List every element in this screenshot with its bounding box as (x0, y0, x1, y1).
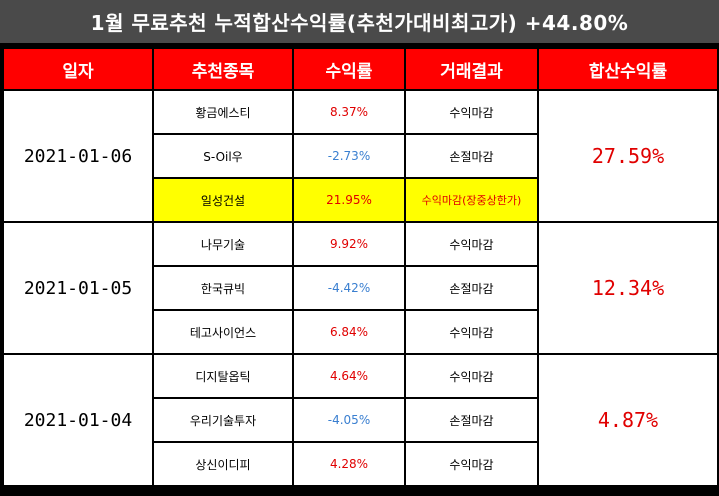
rate-cell: 6.84% (292, 309, 406, 355)
rate-cell: 4.64% (292, 353, 406, 399)
rate-cell: -4.05% (292, 397, 406, 443)
result-cell: 손절마감 (404, 265, 539, 311)
date-cell: 2021-01-05 (2, 221, 154, 355)
recommendation-table: 일자 추천종목 수익률 거래결과 합산수익률 2021-01-06 황금에스티 8.… (2, 47, 719, 487)
date-cell: 2021-01-06 (2, 89, 154, 223)
total-cell: 27.59% (537, 89, 719, 223)
stock-name: 디지탈옵틱 (152, 353, 294, 399)
result-cell: 수익마감 (404, 353, 539, 399)
table-body: 2021-01-06 황금에스티 8.37% 수익마감 27.59% S-Oil우 -2.7… (2, 89, 719, 487)
stock-name: 일성건설 (152, 177, 294, 223)
header-row: 일자 추천종목 수익률 거래결과 합산수익률 (2, 47, 719, 91)
header-date: 일자 (2, 47, 154, 91)
total-cell: 4.87% (537, 353, 719, 487)
result-cell: 손절마감 (404, 397, 539, 443)
table-row: 2021-01-05 나무기술 9.92% 수익마감 12.34% (2, 221, 719, 355)
result-cell: 손절마감 (404, 133, 539, 179)
result-cell: 수익마감 (404, 89, 539, 135)
stock-name: 우리기술투자 (152, 397, 294, 443)
stock-name: S-Oil우 (152, 133, 294, 179)
table-row: 2021-01-04 디지탈옵틱 4.64% 수익마감 4.87% (2, 353, 719, 487)
rate-cell: 21.95% (292, 177, 406, 223)
total-cell: 12.34% (537, 221, 719, 355)
result-cell: 수익마감 (404, 441, 539, 487)
table-row: 상신이디피 4.28% 수익마감 (3, 441, 718, 487)
stock-name: 황금에스티 (152, 89, 294, 135)
rate-cell: 4.28% (292, 441, 406, 487)
page-title: 1월 무료추천 누적합산수익률(추천가대비최고가) +44.80% (0, 0, 719, 45)
header-total: 합산수익률 (537, 47, 719, 91)
table-row: 2021-01-06 황금에스티 8.37% 수익마감 27.59% (2, 89, 719, 223)
result-cell: 수익마감 (404, 221, 539, 267)
header-rate: 수익률 (292, 47, 406, 91)
stock-name: 상신이디피 (152, 441, 294, 487)
table-row: 우리기술투자 -4.05% 손절마감 (3, 397, 718, 443)
header-stock: 추천종목 (152, 47, 294, 91)
result-cell: 수익마감(장중상한가) (404, 177, 539, 223)
rate-cell: 9.92% (292, 221, 406, 267)
rate-cell: -4.42% (292, 265, 406, 311)
stock-name: 나무기술 (152, 221, 294, 267)
stock-name: 테고사이언스 (152, 309, 294, 355)
header-result: 거래결과 (404, 47, 539, 91)
table-row: 한국큐빅 -4.42% 손절마감 (3, 265, 718, 311)
rate-cell: 8.37% (292, 89, 406, 135)
table-row: S-Oil우 -2.73% 손절마감 (3, 133, 718, 179)
date-cell: 2021-01-04 (2, 353, 154, 487)
stock-name: 한국큐빅 (152, 265, 294, 311)
table-row: 테고사이언스 6.84% 수익마감 (3, 309, 718, 355)
rate-cell: -2.73% (292, 133, 406, 179)
result-cell: 수익마감 (404, 309, 539, 355)
table-row: 일성건설 21.95% 수익마감(장중상한가) (3, 177, 718, 223)
